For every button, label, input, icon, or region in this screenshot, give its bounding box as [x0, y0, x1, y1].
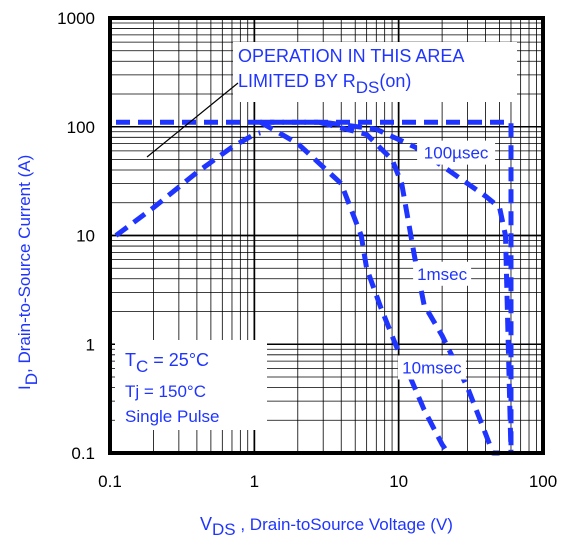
- annotation-line1: OPERATION IN THIS AREA: [238, 46, 464, 66]
- test-conditions: TC = 25°C Tj = 150°C Single Pulse: [115, 340, 267, 430]
- condition-tc-rest: = 25°C: [148, 350, 209, 370]
- rds-on-annotation: OPERATION IN THIS AREA LIMITED BY RDS(on…: [146, 42, 517, 158]
- annotation-background: [233, 42, 517, 102]
- annotation-leader-line: [146, 82, 239, 158]
- soa-curve-4: [318, 119, 500, 456]
- curve-label-1: 100µsec: [424, 144, 489, 163]
- y-tick-label: 1000: [57, 9, 95, 28]
- y-axis-title-prefix: I: [15, 385, 34, 390]
- condition-tc: TC = 25°C: [125, 350, 209, 376]
- condition-tc-sub: C: [136, 357, 148, 376]
- curve-label-2: 1msec: [417, 265, 468, 284]
- y-axis-title-sub: D: [22, 373, 41, 385]
- soa-curve-5: [259, 120, 451, 455]
- y-tick-label: 10: [76, 227, 95, 246]
- y-axis-title: ID, Drain-to-Source Current (A): [15, 155, 41, 390]
- curve-label-background: [397, 355, 466, 380]
- x-axis-title-rest: , Drain-toSource Voltage (V): [236, 515, 453, 534]
- tick-labels: 0.1 1 10 100 0.1 1 10 100 1000: [57, 9, 557, 491]
- curve-label-3: 10msec: [402, 358, 462, 377]
- x-tick-label: 1: [250, 472, 259, 491]
- condition-tc-prefix: T: [125, 350, 136, 370]
- y-tick-label: 100: [67, 118, 95, 137]
- condition-pulse: Single Pulse: [125, 407, 220, 426]
- x-axis-title: VDS , Drain-toSource Voltage (V): [200, 514, 453, 538]
- x-axis-title-prefix: V: [200, 514, 212, 534]
- series-layer: [114, 119, 514, 456]
- soa-curve-3: [260, 119, 514, 454]
- y-axis-title-rest: , Drain-to-Source Current (A): [15, 155, 34, 373]
- annotation-rds-prefix: LIMITED BY R: [238, 71, 356, 91]
- annotation-line2: LIMITED BY RDS(on): [238, 71, 411, 97]
- x-tick-label: 0.1: [98, 472, 122, 491]
- x-tick-label: 10: [389, 472, 408, 491]
- y-tick-label: 1: [86, 335, 95, 354]
- x-tick-label: 100: [529, 472, 557, 491]
- annotation-rds-sub: DS: [356, 78, 380, 97]
- annotation-rds-suffix: (on): [379, 71, 411, 91]
- plot-frame: [108, 16, 545, 455]
- condition-tj: Tj = 150°C: [125, 382, 206, 401]
- y-tick-label: 0.1: [71, 444, 95, 463]
- curve-label-background: [417, 140, 496, 165]
- x-axis-title-sub: DS: [212, 520, 236, 538]
- curve-labels: 100µsec 1msec 10msec: [397, 140, 496, 380]
- curve-label-background: [413, 261, 472, 286]
- soa-curve-2: [116, 119, 514, 453]
- conditions-background: [115, 340, 267, 430]
